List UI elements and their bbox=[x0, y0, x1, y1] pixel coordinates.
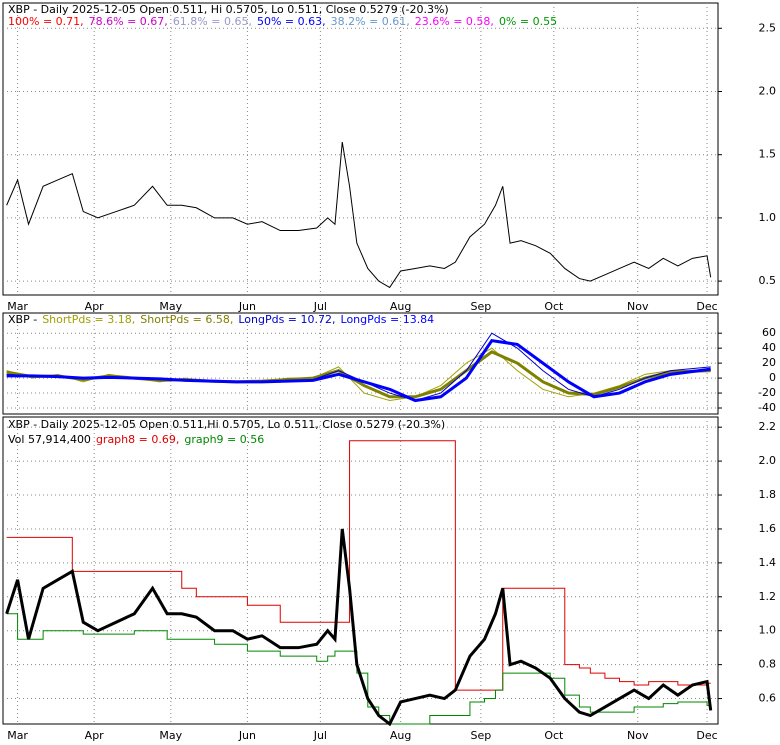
y-tick-label: 1.5 bbox=[759, 148, 777, 161]
x-tick-label: Aug bbox=[390, 729, 411, 742]
y-tick-label: 2.5 bbox=[759, 21, 777, 34]
x-tick-label: Mar bbox=[7, 729, 28, 742]
fib-level: 38.2% = 0.61, bbox=[331, 15, 410, 28]
fib-levels: 100% = 0.71, 78.6% = 0.67, 61.8% = 0.65, 50… bbox=[8, 15, 557, 28]
x-tick-label: May bbox=[159, 729, 182, 742]
legend-entry: LongPds = 10.72, bbox=[238, 313, 335, 326]
series-line bbox=[6, 350, 711, 399]
series-line bbox=[5, 528, 713, 727]
y-tick-label: 1.0 bbox=[759, 211, 777, 224]
x-tick-label: Oct bbox=[544, 729, 564, 742]
series-line bbox=[6, 440, 711, 691]
y-tick-label: 60 bbox=[762, 326, 776, 339]
y-tick-label: 0.6 bbox=[759, 692, 777, 705]
header-title: XBP - bbox=[8, 313, 37, 326]
legend-entry: graph8 = 0.69, bbox=[96, 433, 179, 446]
price-panel bbox=[2, 2, 719, 296]
x-tick-label: Nov bbox=[627, 729, 649, 742]
y-tick-label: 2.2 bbox=[759, 420, 777, 433]
x-tick-label: Mar bbox=[7, 300, 28, 313]
series-line bbox=[6, 141, 712, 289]
y-tick-label: -40 bbox=[758, 401, 776, 414]
y-tick-label: 2.0 bbox=[759, 84, 777, 97]
fib-level: 100% = 0.71, bbox=[8, 15, 84, 28]
y-tick-label: -20 bbox=[758, 386, 776, 399]
fib-level: 50% = 0.63, bbox=[257, 15, 326, 28]
x-tick-label: Sep bbox=[471, 300, 492, 313]
x-tick-label: Jul bbox=[313, 729, 327, 742]
x-tick-label: Nov bbox=[627, 300, 649, 313]
fib-level: 23.6% = 0.58, bbox=[415, 15, 494, 28]
fib-level: 78.6% = 0.67, bbox=[89, 15, 168, 28]
fib-level: 61.8% = 0.65, bbox=[173, 15, 252, 28]
header-title: XBP - Daily 2025-12-05 Open 0.511, Hi 0.… bbox=[8, 3, 449, 16]
volume-header: Vol 57,914,400 graph8 = 0.69, graph9 = 0.5… bbox=[8, 433, 264, 446]
oscillator-panel bbox=[2, 312, 719, 415]
volume-label: Vol 57,914,400 bbox=[8, 433, 91, 446]
x-tick-label: Dec bbox=[696, 729, 717, 742]
header-title: XBP - Daily 2025-12-05 Open 0.511,Hi 0.5… bbox=[8, 418, 445, 431]
y-tick-label: 1.6 bbox=[759, 522, 777, 535]
x-tick-label: Apr bbox=[85, 729, 105, 742]
x-tick-label: Dec bbox=[696, 300, 717, 313]
legend-entry: LongPds = 13.84 bbox=[341, 313, 435, 326]
y-tick-label: 1.4 bbox=[759, 556, 777, 569]
y-tick-label: 2.0 bbox=[759, 454, 777, 467]
x-tick-label: Jun bbox=[238, 300, 256, 313]
y-tick-label: 20 bbox=[762, 356, 776, 369]
y-tick-label: 1.0 bbox=[759, 624, 777, 637]
y-tick-label: 0 bbox=[769, 371, 776, 384]
x-tick-label: Jun bbox=[238, 729, 256, 742]
fib-level: 0% = 0.55 bbox=[499, 15, 557, 28]
y-tick-label: 0.5 bbox=[759, 274, 777, 287]
x-tick-label: Oct bbox=[544, 300, 564, 313]
x-tick-label: Aug bbox=[390, 300, 411, 313]
series-line bbox=[6, 339, 711, 403]
y-tick-label: 0.8 bbox=[759, 658, 777, 671]
signal-panel bbox=[2, 416, 719, 725]
y-tick-label: 40 bbox=[762, 341, 776, 354]
x-tick-label: Jul bbox=[313, 300, 327, 313]
series-line bbox=[6, 613, 711, 725]
y-tick-label: 1.2 bbox=[759, 590, 777, 603]
x-tick-label: Apr bbox=[85, 300, 105, 313]
x-tick-label: May bbox=[159, 300, 182, 313]
panel-header: XBP - Daily 2025-12-05 Open 0.511,Hi 0.5… bbox=[8, 418, 445, 431]
legend-entry: ShortPds = 6.58, bbox=[140, 313, 233, 326]
y-tick-label: 1.8 bbox=[759, 488, 777, 501]
x-tick-label: Sep bbox=[471, 729, 492, 742]
legend-entry: ShortPds = 3.18, bbox=[42, 313, 135, 326]
panel-header: XBP - Daily 2025-12-05 Open 0.511, Hi 0.… bbox=[8, 3, 449, 16]
panel-header: XBP - ShortPds = 3.18, ShortPds = 6.58, Lon… bbox=[8, 313, 434, 326]
legend-entry: graph9 = 0.56 bbox=[184, 433, 264, 446]
